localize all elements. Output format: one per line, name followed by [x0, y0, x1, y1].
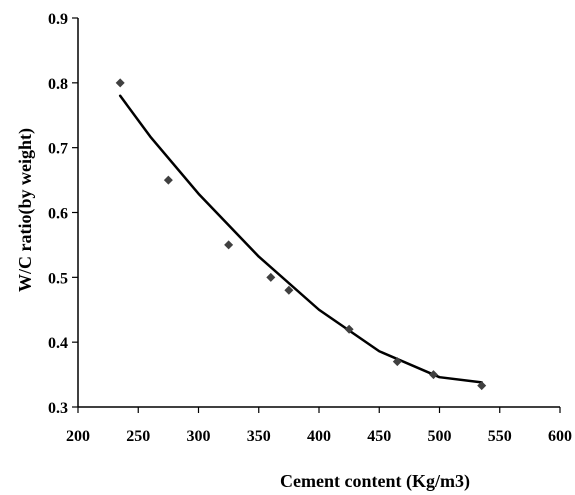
ticks	[72, 17, 561, 413]
axes	[77, 18, 560, 408]
x-tick-label: 250	[126, 428, 150, 445]
data-point	[392, 357, 402, 367]
x-axis-title: Cement content (Kg/m3)	[280, 471, 470, 492]
y-tick-label: 0.4	[48, 335, 68, 352]
x-tick-label: 200	[66, 428, 90, 445]
data-point	[266, 272, 276, 282]
data-point	[224, 240, 234, 250]
data-point	[115, 78, 125, 88]
y-tick-label: 0.8	[48, 76, 68, 93]
trendline	[118, 94, 483, 384]
data-point	[428, 370, 438, 380]
x-tick-label: 500	[428, 428, 452, 445]
y-tick-label: 0.6	[48, 206, 68, 223]
x-tick-label: 350	[247, 428, 271, 445]
y-tick-label: 0.3	[48, 400, 68, 417]
y-tick-label: 0.5	[48, 270, 68, 287]
x-tick-label: 550	[488, 428, 512, 445]
trendline-layer	[118, 94, 483, 384]
x-tick-label: 600	[548, 428, 572, 445]
x-tick-label: 450	[367, 428, 391, 445]
y-tick-label: 0.9	[48, 11, 68, 28]
x-tick-label: 300	[187, 428, 211, 445]
tick-labels: 200 250 300 350 400 450 500 550 600 0.3 0.4 0.5 0.6 0…	[48, 11, 572, 445]
x-tick-label: 400	[307, 428, 331, 445]
data-point	[344, 324, 354, 334]
y-axis-title: W/C ratio(by weight)	[15, 128, 36, 292]
data-point	[477, 381, 487, 391]
data-point	[284, 285, 294, 295]
points-layer	[115, 78, 487, 391]
y-tick-label: 0.7	[48, 141, 68, 158]
data-point	[163, 175, 173, 185]
